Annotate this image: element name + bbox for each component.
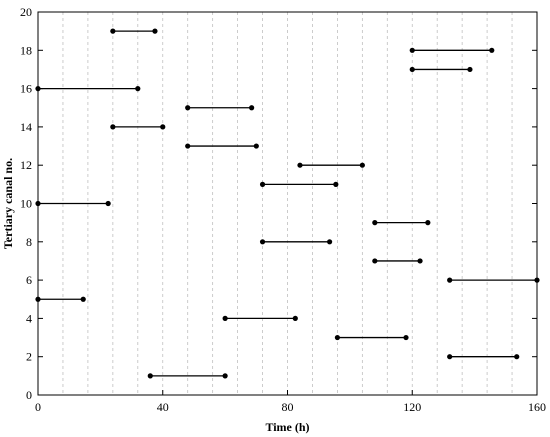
segment-end-point-canal-7 [417, 258, 423, 264]
segment-end-point-canal-1 [222, 373, 228, 379]
segment-end-point-canal-17 [467, 66, 473, 73]
x-tick-label-160: 160 [528, 400, 546, 414]
marks-layer [35, 28, 540, 379]
x-tick-label-80: 80 [282, 400, 294, 414]
x-tick-label-0: 0 [35, 400, 41, 414]
segment-end-point-canal-9 [425, 220, 431, 226]
segment-end-point-canal-5 [80, 296, 86, 302]
segment-start-point-canal-13 [185, 143, 191, 149]
segment-end-point-canal-11 [333, 181, 339, 187]
y-tick-label-12: 12 [20, 158, 32, 172]
y-tick-label-4: 4 [26, 311, 32, 325]
x-axis-title: Time (h) [265, 420, 309, 434]
segment-end-point-canal-16 [135, 86, 141, 92]
segment-start-point-canal-3 [334, 334, 340, 341]
segment-start-point-canal-9 [372, 220, 378, 226]
segment-end-point-canal-15 [249, 105, 255, 111]
segment-start-point-canal-19 [110, 28, 116, 34]
segment-end-point-canal-14 [160, 124, 166, 130]
ticks-layer: 0 40 80 120 160 0 2 4 6 8 10 12 14 16 18 20 [20, 5, 546, 414]
segment-start-point-canal-14 [110, 124, 116, 130]
plot-frame [37, 11, 538, 396]
segment-start-point-canal-15 [185, 105, 191, 111]
segment-start-point-canal-7 [372, 258, 378, 264]
segment-end-point-canal-13 [253, 143, 259, 149]
y-tick-label-14: 14 [20, 120, 32, 134]
y-tick-label-2: 2 [26, 350, 32, 364]
y-tick-label-18: 18 [20, 43, 32, 57]
segment-end-point-canal-4 [292, 315, 298, 321]
segment-start-point-canal-2 [447, 354, 453, 360]
segment-start-point-canal-8 [259, 239, 266, 245]
segment-end-point-canal-3 [403, 334, 409, 341]
y-tick-label-0: 0 [26, 388, 32, 402]
segment-start-point-canal-11 [259, 181, 266, 187]
segment-start-point-canal-18 [409, 47, 415, 53]
segment-start-point-canal-12 [297, 162, 303, 168]
segment-end-point-canal-2 [514, 354, 520, 360]
segment-end-point-canal-10 [105, 200, 111, 207]
y-tick-label-10: 10 [20, 197, 32, 211]
y-tick-label-6: 6 [26, 273, 32, 287]
segment-end-point-canal-8 [327, 239, 333, 245]
y-tick-label-16: 16 [20, 82, 32, 96]
segment-end-point-canal-19 [152, 28, 158, 34]
segment-start-point-canal-6 [447, 277, 453, 283]
grid-layer [62, 12, 513, 395]
y-tick-label-20: 20 [20, 5, 32, 19]
y-tick-label-8: 8 [26, 235, 32, 249]
x-tick-label-120: 120 [403, 400, 421, 414]
segment-start-point-canal-1 [147, 373, 153, 379]
segment-end-point-canal-18 [489, 47, 495, 53]
y-axis-title: Tertiary canal no. [1, 158, 15, 249]
segment-start-point-canal-17 [409, 66, 415, 73]
segment-end-point-canal-12 [359, 162, 365, 168]
segment-start-point-canal-4 [222, 315, 228, 321]
x-tick-label-40: 40 [157, 400, 169, 414]
